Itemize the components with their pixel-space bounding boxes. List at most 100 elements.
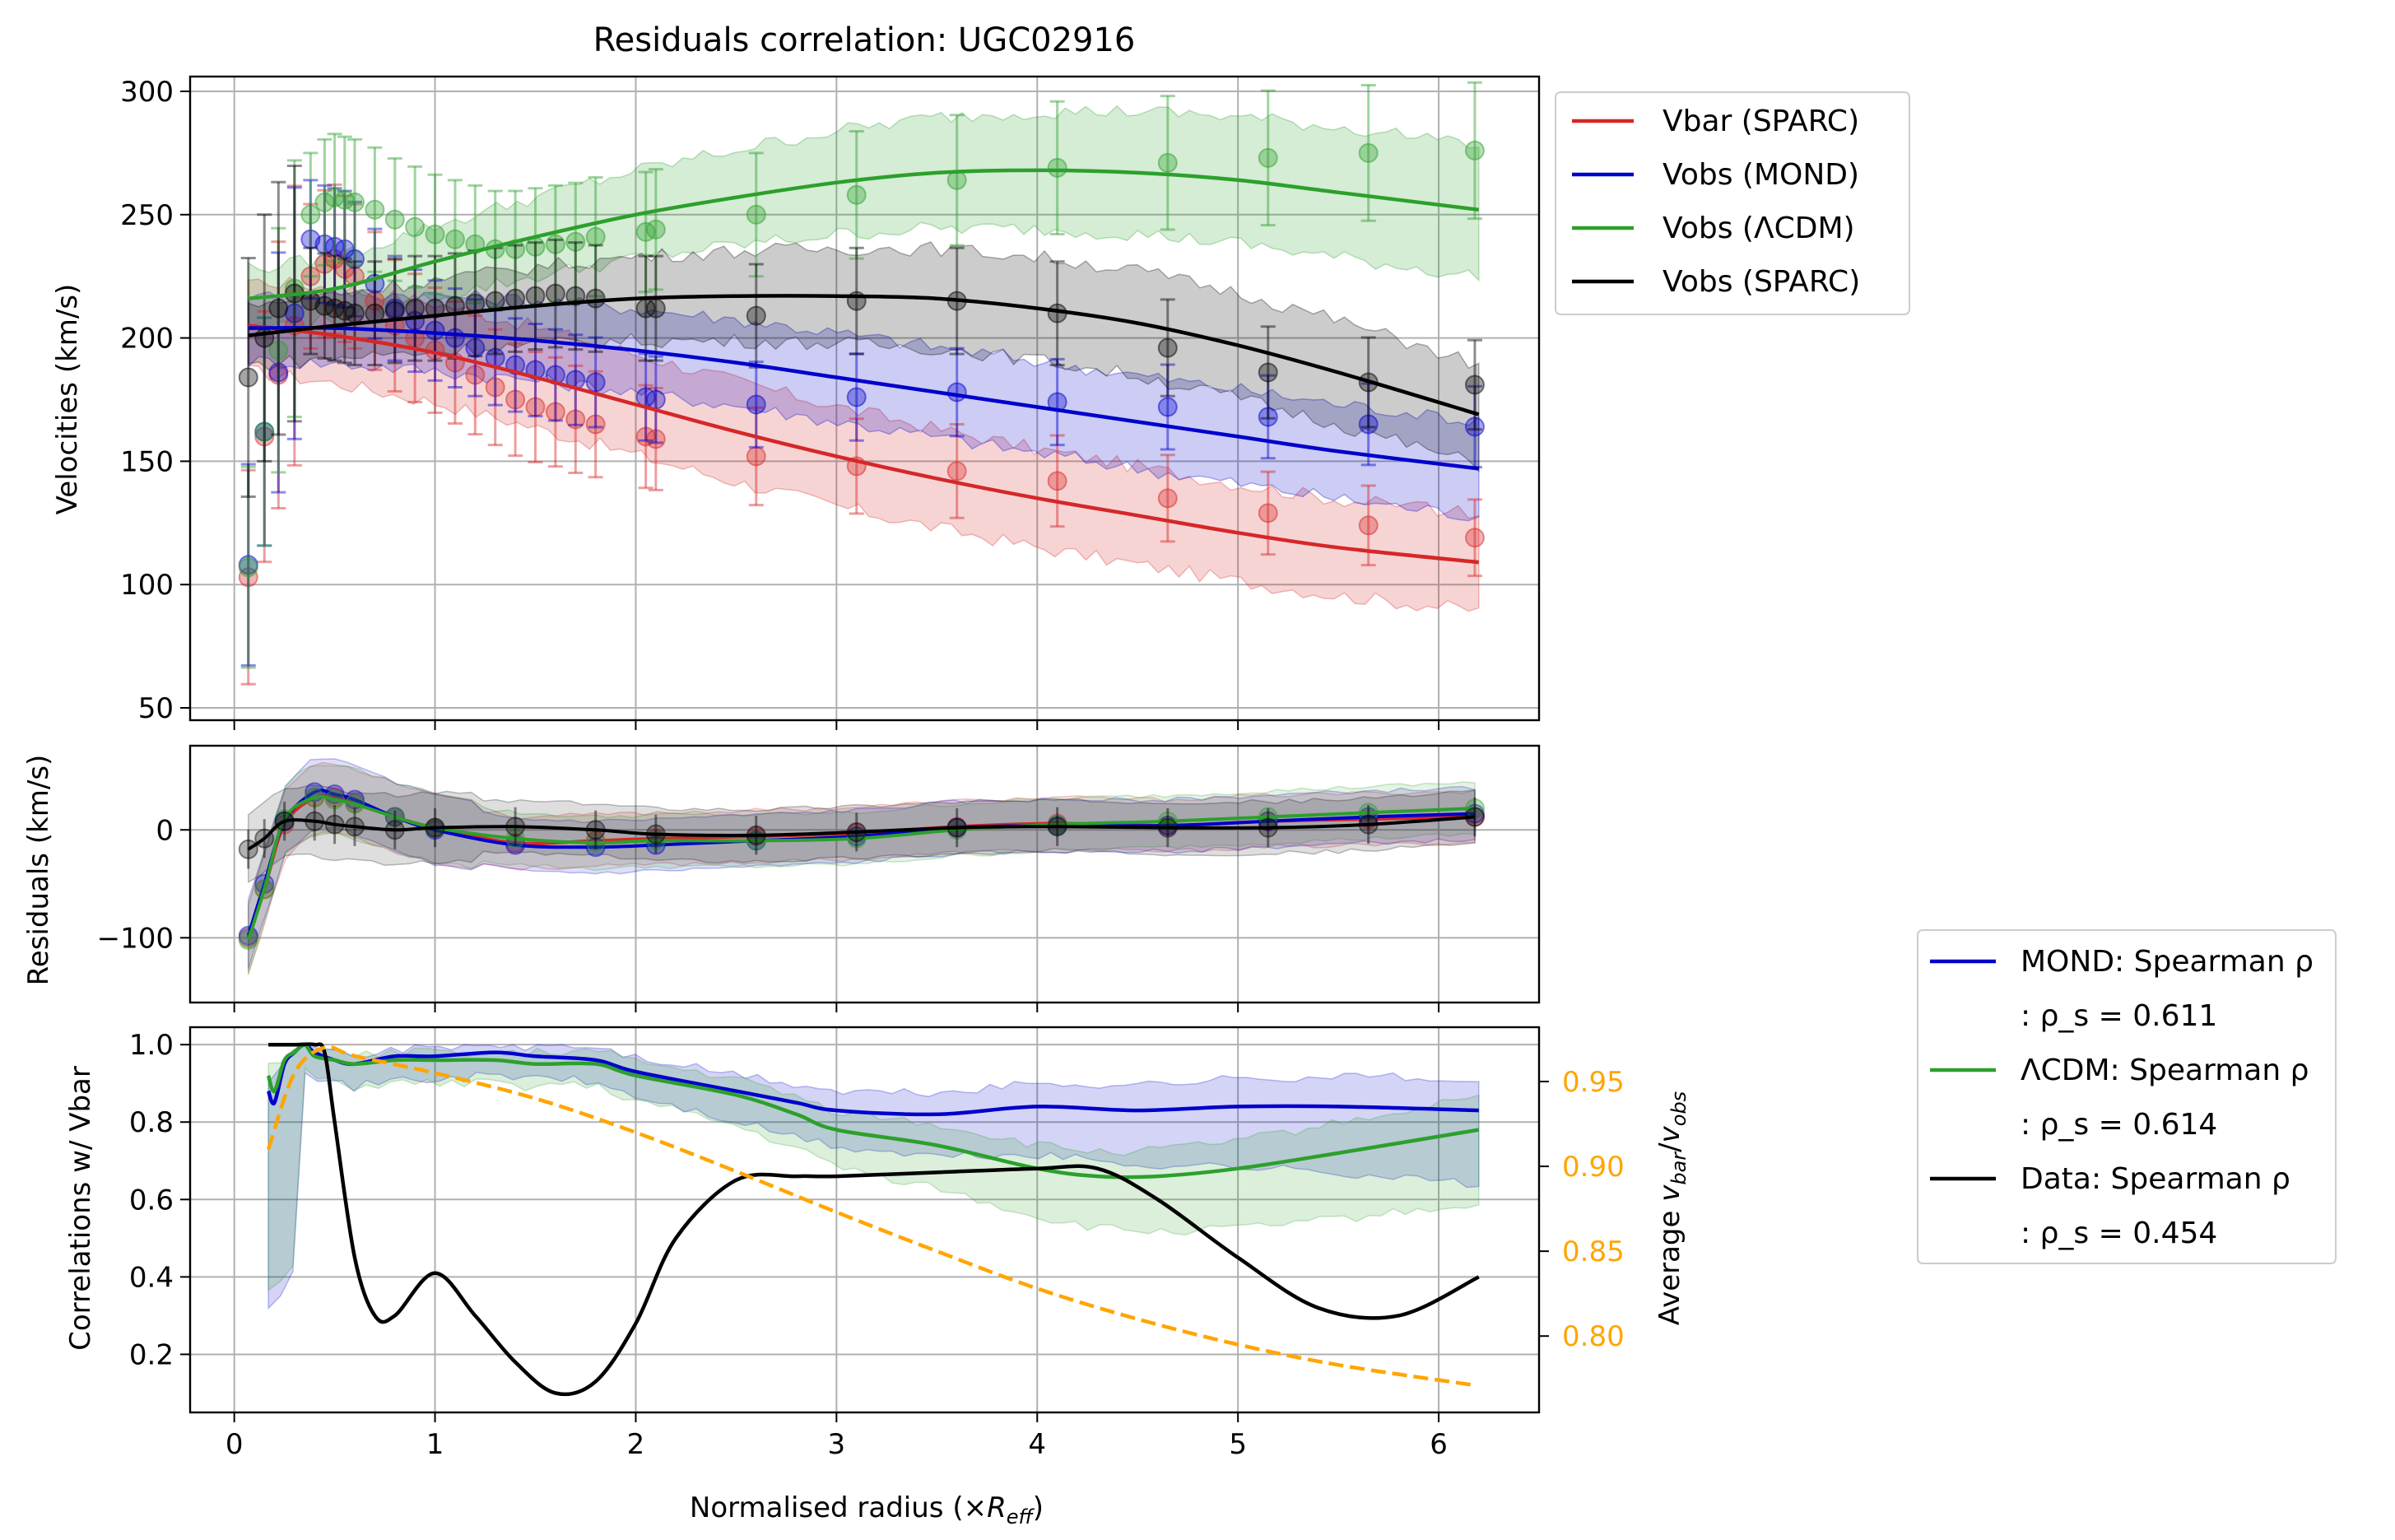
x-tick-label: 0	[226, 1428, 244, 1461]
residual-point-vobs-sparc	[344, 817, 365, 837]
point-vbar-sparc	[254, 426, 275, 447]
y-tick-label: 150	[120, 445, 174, 478]
panel-frame-correlations	[188, 1026, 1541, 1414]
residual-point-vobs-cdm	[305, 787, 325, 807]
chart-title: Residuals correlation: UGC02916	[593, 21, 1136, 59]
y-tick-label: 50	[138, 692, 174, 725]
residual-band-vobs-cdm	[247, 765, 1476, 975]
residual-point-vobs-cdm	[1258, 807, 1278, 827]
point-vobs-cdm	[425, 224, 445, 244]
point-vobs-sparc	[268, 298, 289, 319]
point-vobs-cdm	[405, 216, 426, 237]
correlation-line-data-spearman	[268, 1042, 1480, 1397]
y-tick-label: 0	[156, 814, 174, 847]
residual-point-vobs-sparc	[254, 828, 275, 849]
x-tick-label: 5	[1229, 1428, 1247, 1461]
legend-label-cdm-spearman: ΛCDM: Spearman ρ	[2021, 1054, 2309, 1087]
legend-label-vbar-sparc: Vbar (SPARC)	[1663, 105, 1859, 138]
point-vobs-cdm	[268, 340, 289, 361]
residual-point-vobs-cdm	[645, 830, 666, 851]
residual-point-vobs-cdm	[1047, 814, 1067, 835]
x-tick-label: 4	[1028, 1428, 1046, 1461]
point-vobs-mond	[585, 372, 606, 393]
right-y-tick-label: 0.80	[1562, 1320, 1625, 1353]
x-tick-label: 3	[828, 1428, 846, 1461]
point-vbar-sparc	[465, 365, 486, 385]
point-vobs-cdm	[444, 229, 465, 249]
point-vbar-sparc	[545, 402, 565, 422]
point-vbar-sparc	[300, 266, 321, 286]
y-tick-label: 0.4	[129, 1261, 174, 1294]
point-vbar-sparc	[334, 258, 355, 279]
panel-frame-residuals	[188, 744, 1541, 1004]
data-series-layer	[238, 81, 1485, 1397]
ratio-line-average-v-bar-v-obs	[266, 1045, 1476, 1388]
velocity-band-vobs-sparc	[247, 240, 1480, 473]
residual-point-vobs-cdm	[585, 832, 606, 853]
y-tick-label: 200	[120, 323, 174, 356]
point-vbar-sparc	[1157, 488, 1178, 509]
point-vobs-mond	[1358, 414, 1379, 435]
point-vobs-sparc	[344, 303, 365, 323]
y-tick-label: −100	[97, 922, 174, 955]
point-vobs-mond	[334, 239, 355, 259]
point-vobs-sparc	[645, 298, 666, 319]
velocity-band-vobs-mond	[247, 286, 1480, 522]
residual-point-vobs-cdm	[846, 828, 867, 849]
legend-label-data-spearman: Data: Spearman ρ	[2021, 1162, 2290, 1196]
point-vobs-cdm	[645, 219, 666, 240]
residual-point-vobs-sparc	[645, 824, 666, 844]
residual-point-vobs-cdm	[254, 879, 275, 900]
residual-point-vobs-cdm	[324, 789, 345, 810]
point-vbar-sparc	[645, 429, 666, 449]
point-vobs-sparc	[1464, 375, 1485, 395]
correlation-line-cdm-spearman	[266, 1042, 1480, 1179]
point-vbar-sparc	[585, 414, 606, 435]
residual-point-vobs-cdm	[238, 929, 258, 950]
point-vobs-mond	[946, 382, 967, 402]
residual-point-vobs-cdm	[344, 793, 365, 814]
right-axis-label: Average vbar/vobs	[1653, 1091, 1690, 1325]
right-y-tick-label: 0.85	[1562, 1235, 1625, 1268]
y-axis-label-residuals: Residuals (km/s)	[22, 755, 55, 986]
residual-point-vobs-sparc	[238, 839, 258, 859]
point-vobs-sparc	[1157, 337, 1178, 358]
point-vobs-cdm	[314, 192, 335, 212]
residual-point-vobs-sparc	[324, 814, 345, 835]
residual-point-vobs-sparc	[1157, 817, 1178, 838]
residual-point-vobs-sparc	[946, 817, 967, 838]
residual-line-vobs-cdm	[246, 794, 1476, 941]
legend-frame	[1917, 929, 2337, 1264]
point-vobs-cdm	[254, 421, 275, 442]
residual-point-vobs-sparc	[846, 821, 867, 842]
residual-point-vobs-sparc	[305, 811, 325, 831]
right-y-tick-label: 0.90	[1562, 1151, 1625, 1184]
point-vobs-mond	[645, 389, 666, 410]
correlation-band-cdm-spearman	[267, 1044, 1480, 1291]
fit-line-vobs-cdm	[248, 168, 1480, 300]
x-axis-label: Normalised radius (×Reff)	[690, 1491, 1044, 1528]
point-vbar-sparc	[1047, 471, 1067, 491]
legend-label-vobs-mond: Vobs (MOND)	[1663, 158, 1859, 192]
legend-correlations: MOND: Spearman ρ: ρ_s = 0.611 ΛCDM: Spear…	[1917, 929, 2337, 1264]
point-vobs-cdm	[344, 192, 365, 212]
x-tick-label: 6	[1430, 1428, 1448, 1461]
point-vbar-sparc	[1258, 503, 1278, 523]
residual-point-vobs-sparc	[1358, 814, 1379, 835]
residual-point-vobs-sparc	[585, 820, 606, 840]
point-vobs-sparc	[545, 283, 565, 304]
legend-label-value-s-0-611: : ρ_s = 0.611	[2021, 999, 2217, 1033]
point-vobs-mond	[465, 337, 486, 358]
point-vobs-cdm	[1464, 140, 1485, 161]
point-vobs-cdm	[1258, 147, 1278, 168]
residual-point-vobs-sparc	[746, 825, 766, 845]
fit-line-vbar-sparc	[248, 323, 1480, 565]
residual-point-vobs-cdm	[1358, 803, 1379, 823]
point-vobs-cdm	[238, 557, 258, 578]
point-vobs-sparc	[405, 298, 426, 319]
residual-point-vobs-sparc	[1258, 817, 1278, 838]
point-vobs-mond	[846, 387, 867, 407]
legend-label-value-s-0-454: : ρ_s = 0.454	[2021, 1217, 2217, 1250]
point-vobs-mond	[1157, 397, 1178, 417]
